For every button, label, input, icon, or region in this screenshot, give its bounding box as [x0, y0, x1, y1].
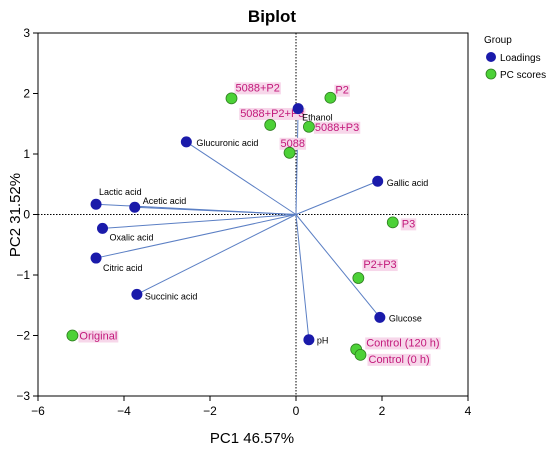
loading-point — [374, 311, 386, 323]
score-label-group: 5088+P2 — [234, 82, 281, 95]
score-label: 5088 — [281, 138, 305, 150]
loading-label: Acetic acid — [143, 196, 187, 206]
legend-loadings-marker — [486, 52, 496, 62]
legend-pcscores-marker — [485, 68, 497, 80]
loading-point — [303, 334, 315, 346]
legend-title: Group — [484, 35, 512, 46]
score-label-bg — [239, 107, 306, 120]
score-label-bg — [78, 330, 119, 343]
loading-label: Citric acid — [103, 263, 143, 273]
score-label: P3 — [402, 218, 415, 230]
score-label-bg — [234, 82, 281, 95]
legend-pcscores-label: PC scores — [500, 70, 546, 81]
loading-point — [129, 201, 141, 213]
score-label-group: P3 — [400, 218, 417, 231]
score-label-group: 5088 — [279, 137, 307, 150]
legend: Group Loadings PC scores — [484, 35, 546, 81]
loading-point — [97, 222, 108, 234]
score-label-group: Original — [78, 330, 119, 343]
score-label-bg — [362, 259, 398, 272]
loading-label: Glucuronic acid — [196, 138, 258, 148]
x-tick-label: −4 — [117, 404, 131, 418]
loading-vector — [295, 214, 310, 340]
y-tick-label: 1 — [23, 147, 30, 161]
pc-score-point — [324, 91, 337, 104]
loading-vector — [295, 108, 299, 215]
x-tick-label: 4 — [465, 404, 472, 418]
chart-title: Biplot — [248, 7, 296, 26]
loading-vector — [295, 214, 381, 318]
loading-vector — [134, 206, 297, 215]
loading-vector — [95, 214, 297, 259]
score-label-group: Control (0 h) — [367, 353, 431, 366]
loading-point — [292, 103, 304, 115]
y-tick-label: 2 — [23, 87, 30, 101]
loading-vector — [102, 214, 297, 229]
score-label: 5088+P3 — [315, 122, 359, 134]
y-tick-label: −3 — [16, 389, 30, 403]
x-tick-label: 2 — [379, 404, 386, 418]
pc-score-point — [354, 348, 367, 361]
loading-point — [90, 198, 102, 210]
score-label-group: 5088+P3 — [313, 121, 361, 134]
loading-label: Ethanol — [302, 113, 333, 123]
loading-label: pH — [317, 336, 329, 346]
pc-score-point — [225, 92, 238, 105]
pc-score-point — [66, 329, 79, 342]
score-label: Control (0 h) — [369, 354, 430, 366]
score-label: Control (120 h) — [366, 337, 439, 349]
loading-point — [180, 136, 192, 148]
score-label: 5088+P2 — [236, 82, 280, 94]
loading-label: Succinic acid — [145, 291, 198, 301]
score-label-bg — [365, 337, 441, 350]
loading-point — [131, 288, 143, 300]
y-tick-label: −1 — [16, 268, 30, 282]
score-label-bg — [367, 353, 431, 366]
pc-score-point — [283, 146, 296, 159]
pc-score-point — [302, 120, 315, 133]
y-tick-label: −2 — [16, 329, 30, 343]
score-label: P2+P3 — [363, 259, 396, 271]
y-tick-label: 3 — [23, 26, 30, 40]
loading-vector — [295, 180, 378, 215]
score-label-group: P2 — [334, 84, 350, 97]
loading-label: Lactic acid — [99, 187, 142, 197]
loading-point — [372, 175, 384, 187]
score-label-bg — [313, 121, 361, 134]
pc-score-point — [352, 272, 365, 284]
legend-loadings-label: Loadings — [500, 53, 541, 64]
score-label-group: Control (120 h) — [365, 337, 441, 350]
y-axis-title: PC2 31.52% — [7, 173, 24, 257]
plot-area: −6 −4 −2 0 2 4 −3 −2 −1 0 1 2 3 5088+P2 P2 5088+P2+P3 50… — [16, 26, 471, 418]
score-label: Original — [79, 331, 117, 343]
score-label-bg — [334, 84, 350, 97]
score-label-bg — [400, 218, 417, 231]
pc-score-point — [386, 216, 399, 229]
x-tick-label: 0 — [293, 404, 300, 418]
pc-score-point — [264, 119, 277, 131]
loading-label: Gallic acid — [387, 178, 429, 188]
score-label-bg — [279, 137, 307, 150]
score-label-group: 5088+P2+P3 — [239, 107, 306, 120]
score-label: P2 — [335, 85, 348, 97]
score-label-group: P2+P3 — [362, 259, 398, 272]
loading-vector — [136, 214, 297, 295]
x-tick-label: −2 — [203, 404, 217, 418]
loading-vector — [186, 141, 297, 215]
y-tick-label: 0 — [23, 208, 30, 222]
x-axis-title: PC1 46.57% — [210, 430, 294, 447]
loading-label: Glucose — [389, 313, 422, 323]
x-tick-label: −6 — [31, 404, 45, 418]
loading-point — [90, 252, 102, 264]
loading-label: Oxalic acid — [110, 232, 154, 242]
score-label: 5088+P2+P3 — [240, 108, 304, 120]
